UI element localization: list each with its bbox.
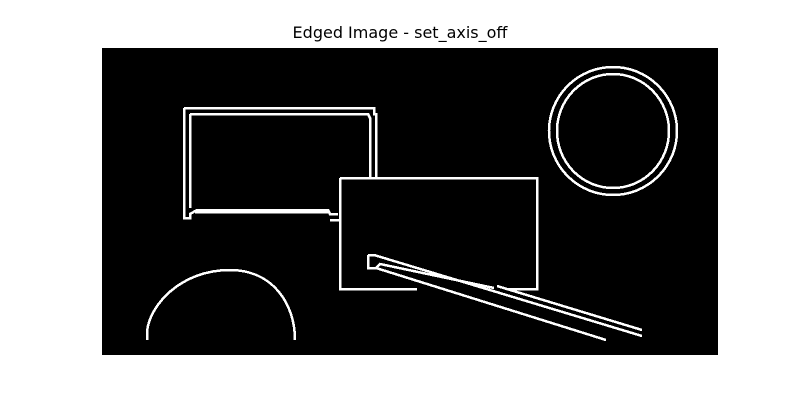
edge-lines	[145, 65, 679, 342]
circle-edge-outer	[547, 65, 679, 197]
rectangle-edge-outer	[182, 106, 378, 220]
rectangle-edge-middle	[330, 176, 539, 291]
circle-edge-inner	[555, 72, 671, 190]
edge-image	[102, 48, 718, 355]
figure-title: Edged Image - set_axis_off	[292, 23, 508, 42]
diagonal-bar-edge-lower	[375, 262, 643, 332]
half-circle-edge	[145, 268, 297, 341]
image-background	[102, 48, 718, 355]
rectangle-edge-inner	[188, 112, 372, 214]
diagonal-bar-edge	[366, 253, 643, 342]
